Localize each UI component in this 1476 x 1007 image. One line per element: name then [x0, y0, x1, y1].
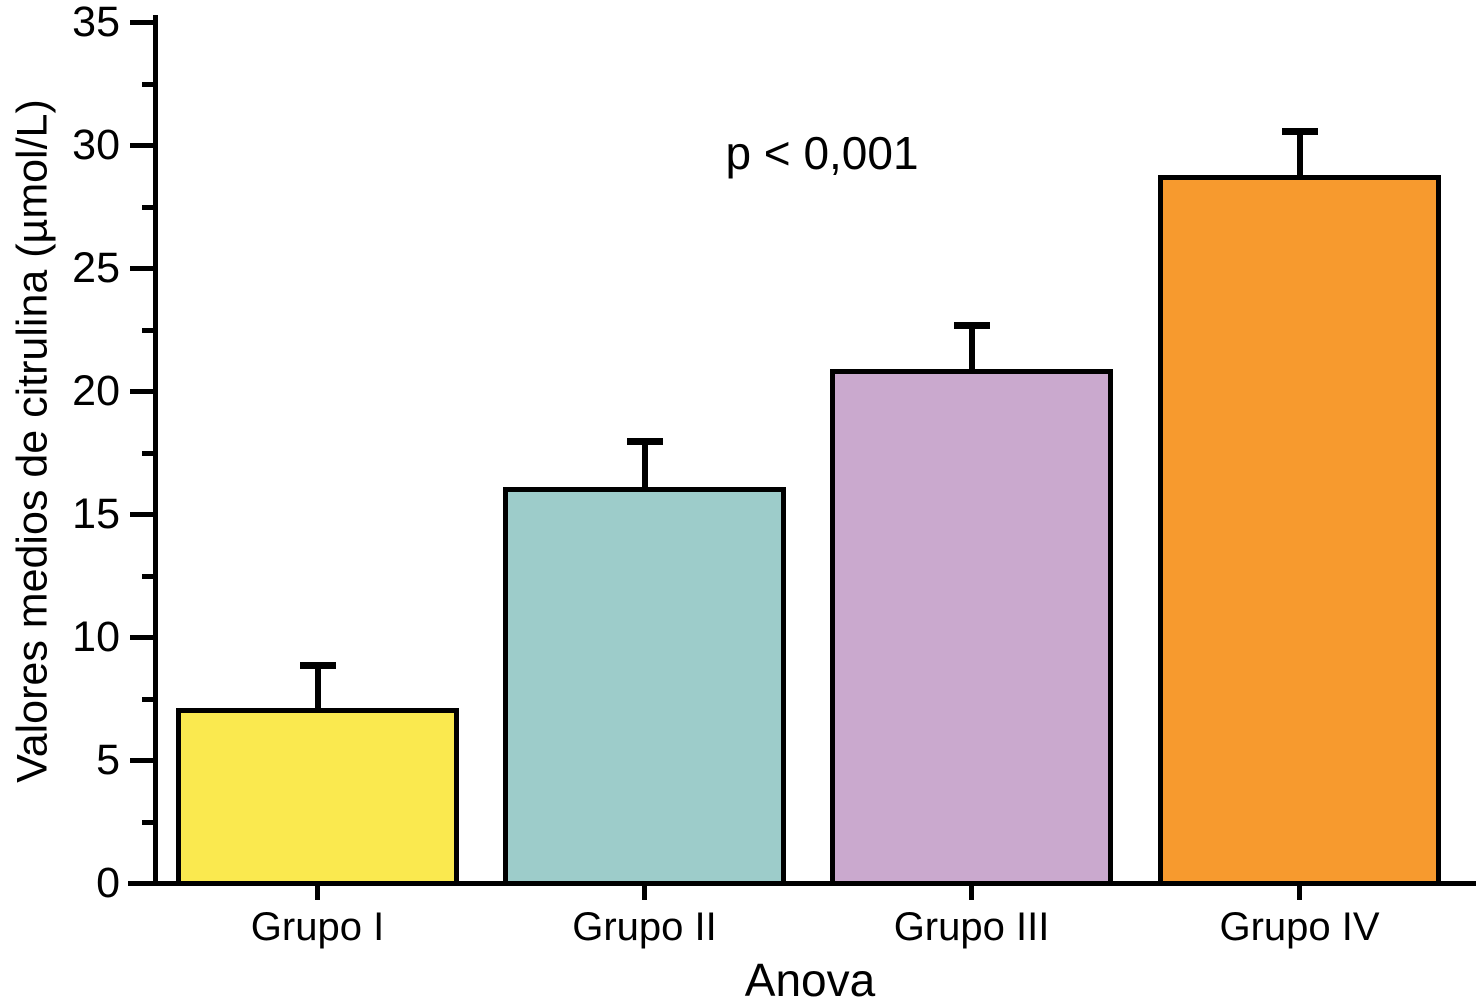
bar-grupo-iii — [830, 368, 1113, 886]
error-bar-stem — [1296, 127, 1303, 177]
x-category-tick — [968, 886, 974, 900]
y-major-tick — [130, 512, 158, 517]
y-minor-tick — [142, 327, 158, 333]
error-bar-cap — [953, 322, 990, 330]
x-category-label: Grupo IV — [1219, 905, 1380, 949]
y-minor-tick — [142, 573, 158, 579]
y-major-tick — [130, 389, 158, 394]
y-major-tick — [130, 143, 158, 148]
y-tick-label: 35 — [72, 0, 120, 46]
error-bar-stem — [641, 437, 648, 489]
x-category-label: Grupo II — [572, 905, 717, 949]
y-minor-tick — [142, 819, 158, 825]
y-tick-label: 10 — [72, 613, 120, 661]
x-category-label: Grupo III — [893, 905, 1050, 949]
y-major-tick — [130, 266, 158, 271]
y-tick-label: 25 — [72, 244, 120, 292]
y-major-tick — [130, 758, 158, 763]
bar-grupo-i — [176, 708, 459, 886]
y-minor-tick — [142, 696, 158, 702]
error-bar-cap — [299, 661, 336, 669]
y-axis-title: Valores medios de citrulina (µmol/L) — [8, 99, 57, 783]
error-bar-stem — [968, 322, 975, 371]
y-minor-tick — [142, 450, 158, 456]
y-axis-line — [153, 15, 158, 886]
x-axis-title: Anova — [744, 954, 876, 1006]
y-tick-label: 30 — [72, 121, 120, 169]
error-bar-cap — [626, 437, 663, 445]
y-minor-tick — [142, 81, 158, 87]
y-major-tick — [130, 635, 158, 640]
bar-grupo-iv — [1158, 174, 1441, 886]
y-minor-tick — [142, 204, 158, 210]
x-category-tick — [1296, 886, 1302, 900]
x-category-label: Grupo I — [250, 905, 385, 949]
x-category-tick — [641, 886, 647, 900]
y-tick-label: 20 — [72, 367, 120, 415]
x-category-tick — [314, 886, 320, 900]
bar-grupo-ii — [503, 486, 786, 886]
y-major-tick — [130, 20, 158, 25]
y-tick-label: 15 — [72, 490, 120, 538]
y-tick-label: 5 — [96, 736, 120, 784]
error-bar-cap — [1281, 127, 1318, 135]
p-value-annotation: p < 0,001 — [725, 127, 919, 179]
error-bar-stem — [314, 661, 321, 711]
x-axis-line — [128, 881, 1476, 886]
y-tick-label: 0 — [96, 859, 120, 907]
